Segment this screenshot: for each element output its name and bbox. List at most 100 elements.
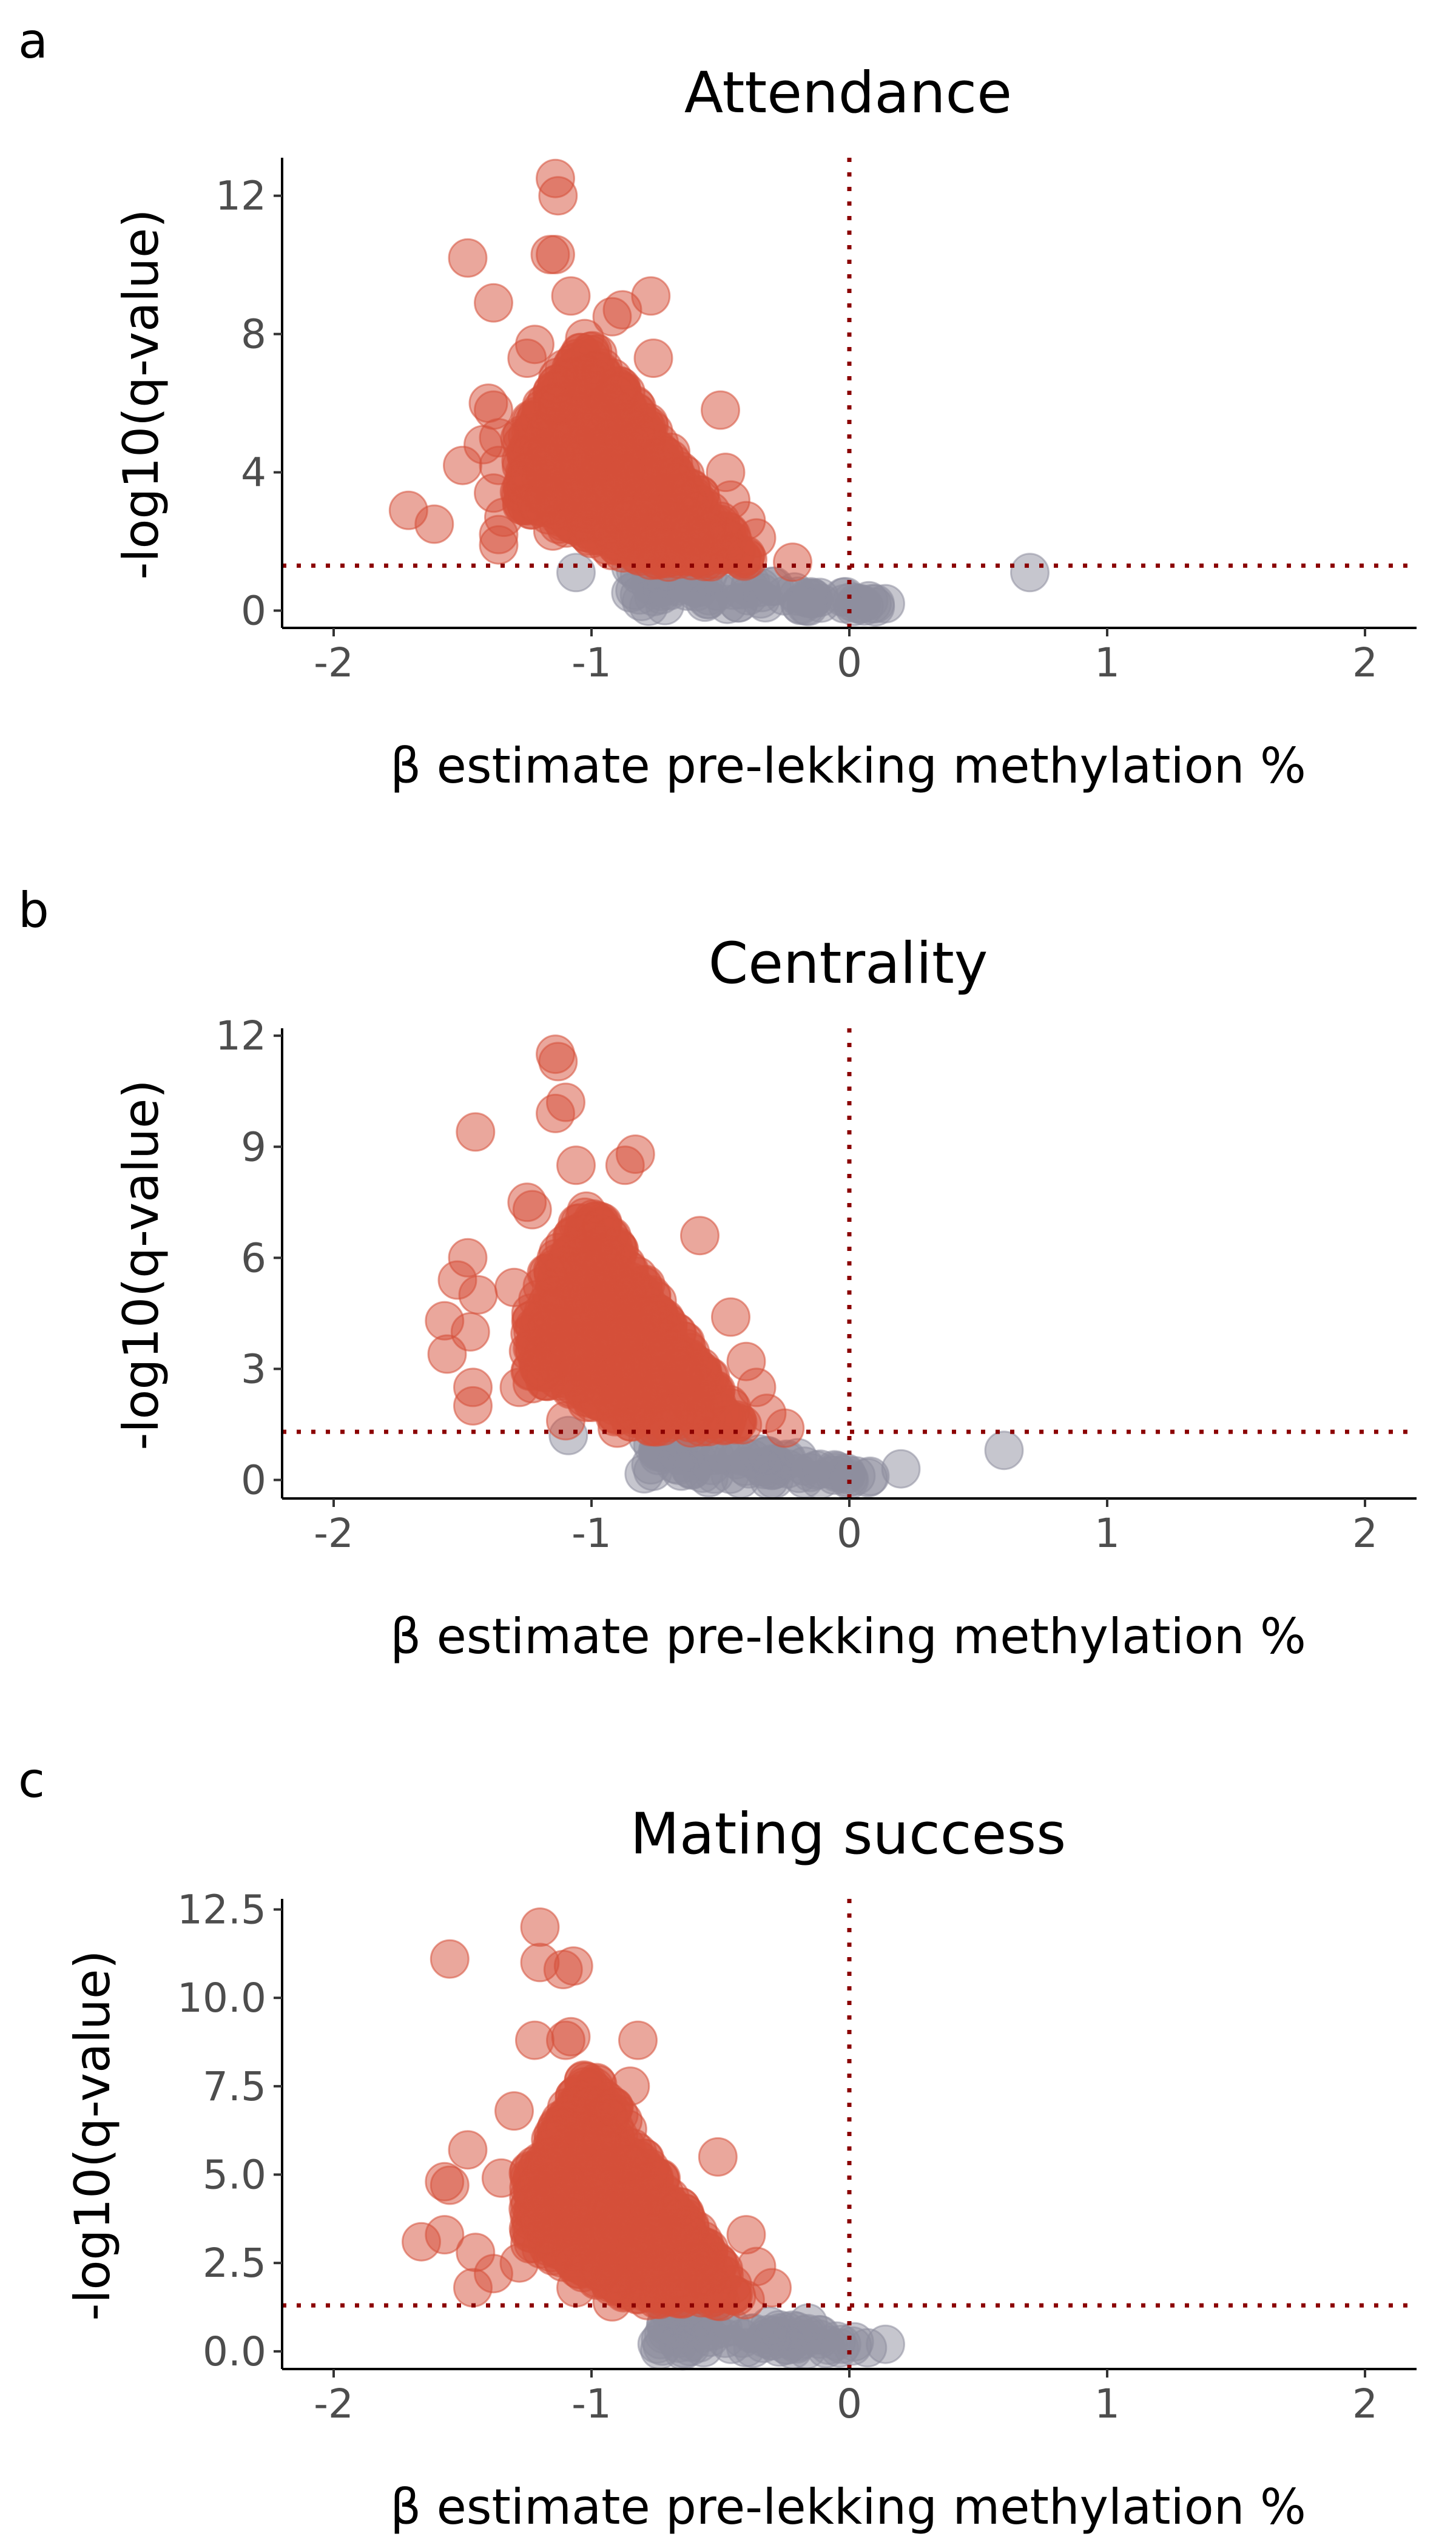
x-axis-title-centrality: β estimate pre-lekking methylation % [390,1608,1306,1665]
point-significant [479,525,519,565]
point-non-significant [824,584,864,624]
x-tick-label: -2 [314,1510,354,1557]
point-significant [520,1907,560,1947]
point-non-significant [788,2303,828,2343]
panel-attendance: a Attendance β estimate pre-lekking meth… [18,13,1417,794]
point-significant [427,1334,467,1374]
y-tick-label: 0 [241,588,266,635]
point-significant [648,1329,688,1368]
point-significant [649,528,689,568]
reference-lines-attendance [282,158,1417,628]
point-significant [752,2268,792,2308]
point-significant [736,518,777,558]
point-significant [525,1353,565,1392]
point-significant [551,440,592,480]
x-tick-label: 0 [837,639,862,686]
panel-letter-c: c [18,1752,45,1808]
point-significant [545,2107,585,2147]
point-significant [704,2249,744,2289]
panel-centrality: b Centrality β estimate pre-lekking meth… [18,882,1417,1665]
point-significant [604,417,644,457]
point-significant [565,1250,605,1290]
point-significant [556,1145,596,1185]
point-significant [675,2275,715,2315]
point-significant [474,283,513,323]
point-non-significant [556,553,596,593]
x-tick-label: -1 [571,639,612,686]
point-significant [536,2140,576,2180]
y-axis-title-centrality: -log10(q-value) [113,1079,169,1450]
point-significant [593,2191,633,2231]
point-significant [680,1216,720,1256]
point-significant [456,1112,496,1152]
y-axis-title-mating-success: -log10(q-value) [64,1950,121,2320]
point-significant [655,463,695,503]
point-significant [499,2243,539,2283]
y-tick-label: 10.0 [177,1975,266,2021]
point-significant [592,2282,632,2322]
point-significant [448,238,488,278]
point-significant [611,496,650,536]
point-significant [553,1946,593,1986]
point-significant [430,1939,470,1979]
point-non-significant [752,2320,792,2361]
x-tick-label: 2 [1352,2381,1378,2427]
x-tick-label: -1 [571,2381,612,2427]
point-significant [545,1286,584,1326]
point-significant [765,1408,805,1448]
panel-letter-a: a [18,13,48,69]
point-significant [453,1386,493,1426]
x-axis-title-mating-success: β estimate pre-lekking methylation % [390,2479,1306,2535]
points-layer-attendance [388,158,1050,627]
x-tick-label: 1 [1094,2381,1120,2427]
y-tick-label: 5.0 [203,2152,266,2199]
reference-lines-mating-success [282,1899,1417,2369]
y-tick-label: 6 [241,1235,266,1281]
point-significant [698,2137,738,2177]
point-significant [425,2215,465,2255]
y-tick-label: 12 [215,173,266,220]
point-non-significant [1010,553,1050,593]
point-significant [618,2020,658,2060]
point-significant [530,235,570,275]
point-significant [588,382,628,422]
y-tick-label: 0.0 [203,2328,266,2375]
y-tick-label: 3 [241,1346,266,1392]
y-axis-title-attendance: -log10(q-value) [113,209,169,579]
point-non-significant [848,2328,888,2368]
point-significant [546,1401,585,1441]
point-significant [453,2268,493,2308]
point-significant [494,2091,534,2131]
point-significant [458,1275,498,1315]
points-layer-centrality [425,1034,1024,1500]
x-tick-label: -2 [314,639,354,686]
point-significant [566,1213,606,1253]
point-significant [546,2020,585,2060]
x-axis-title-attendance: β estimate pre-lekking methylation % [390,738,1306,794]
point-significant [443,445,482,485]
point-significant [561,1363,601,1403]
point-significant [448,2130,488,2170]
y-tick-label: 4 [241,450,266,496]
point-significant [624,2240,664,2280]
x-tick-label: -2 [314,2381,354,2427]
x-tick-label: 1 [1094,639,1120,686]
point-significant [481,2158,521,2198]
x-tick-label: 2 [1352,1510,1378,1557]
point-significant [533,511,573,551]
point-significant [633,339,673,378]
point-significant [605,455,645,495]
point-significant [610,2066,650,2106]
chart-title-centrality: Centrality [709,931,988,997]
point-significant [701,390,740,430]
reference-lines-centrality [282,1028,1417,1498]
panel-mating-success: c Mating success β estimate pre-lekking … [18,1752,1417,2535]
point-significant [598,1408,637,1448]
y-tick-label: 0 [241,1457,266,1503]
x-tick-label: 0 [837,2381,862,2427]
y-tick-label: 12 [215,1013,266,1059]
axes-mating-success: -2 -1 0 1 2 0.0 2.5 5.0 7.5 10.0 12.5 [177,1886,1417,2427]
y-tick-label: 2.5 [203,2240,266,2287]
